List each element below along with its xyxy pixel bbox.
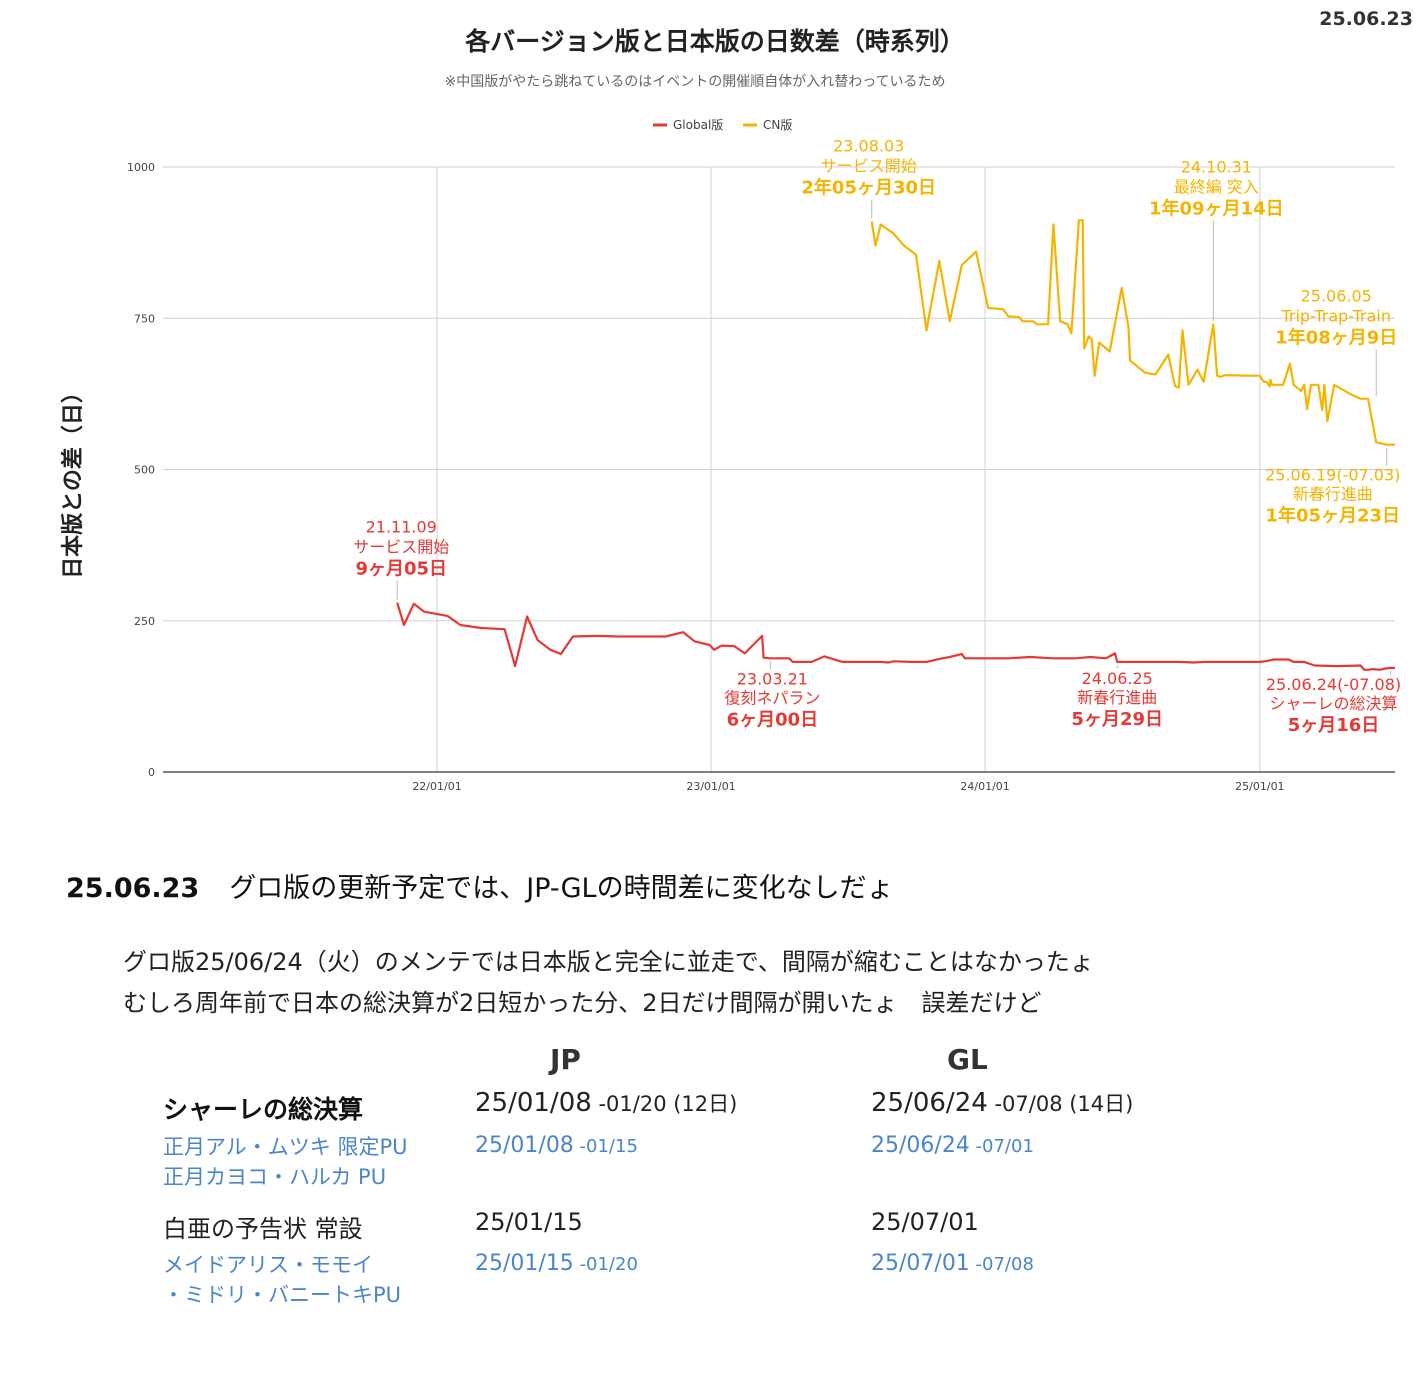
x-tick-label: 24/01/01 (960, 780, 1009, 793)
label-line: ・ミドリ・バニートキPU (163, 1280, 401, 1310)
gl-start-date: 25/07/01 (871, 1251, 970, 1276)
annotation-event: 復刻ネパラン (724, 688, 820, 707)
annotation-duration: 5ヶ月29日 (1071, 709, 1163, 730)
annotation-date: 25.06.05 (1301, 287, 1372, 306)
jp-end-date: -01/20 (574, 1254, 638, 1275)
gl-date: 25/06/24 -07/08 (14日) (871, 1088, 1133, 1118)
legend-label-global: Global版 (673, 118, 723, 132)
y-tick-label: 250 (134, 615, 155, 628)
note-body-line-2: むしろ周年前で日本の総決算が2日短かった分、2日だけ間隔が開いたょ 誤差だけど (123, 983, 1094, 1024)
schedule-row-label: シャーレの総決算 (163, 1090, 363, 1126)
annotation-event: サービス開始 (821, 156, 917, 175)
column-header-jp: JP (550, 1043, 581, 1076)
annotation-date: 24.10.31 (1181, 157, 1252, 176)
gl-end-date: -07/08 (970, 1254, 1034, 1275)
x-tick-label: 23/01/01 (686, 780, 735, 793)
gl-date: 25/06/24 -07/01 (871, 1133, 1034, 1158)
gl-date: 25/07/01 -07/08 (871, 1251, 1034, 1276)
label-line: 正月カヨコ・ハルカ PU (163, 1162, 408, 1192)
annotation-duration: 1年08ヶ月9日 (1275, 327, 1397, 349)
note-heading-text: グロ版の更新予定では、JP-GLの時間差に変化なしだょ (229, 873, 893, 904)
annotation-duration: 2年05ヶ月30日 (801, 176, 936, 198)
jp-date: 25/01/15 -01/20 (475, 1251, 638, 1276)
annotation-duration: 6ヶ月00日 (727, 709, 819, 730)
annotation-date: 24.06.25 (1082, 669, 1153, 688)
annotation-event: 新春行進曲 (1077, 688, 1157, 707)
note-date: 25.06.23 (66, 873, 199, 904)
gl-end-date: -07/01 (970, 1136, 1034, 1157)
annotation-date: 21.11.09 (366, 518, 437, 537)
y-tick-label: 500 (134, 464, 155, 477)
chart-title: 各バージョン版と日本版の日数差（時系列） (464, 27, 965, 56)
annotation-date: 25.06.24(-07.08) (1266, 675, 1401, 694)
series-layer (397, 220, 1395, 670)
annotation-date: 23.03.21 (737, 669, 808, 688)
note-body-line-1: グロ版25/06/24（火）のメンテでは日本版と完全に並走で、間隔が縮むことはな… (123, 942, 1094, 983)
annotation-event: 最終編 突入 (1174, 177, 1259, 196)
y-tick-label: 1000 (127, 161, 155, 174)
y-tick-label: 750 (134, 312, 155, 325)
y-tick-label: 0 (148, 766, 155, 779)
legend-label-cn: CN版 (763, 118, 792, 132)
gl-end-date: -07/08 (14日) (988, 1092, 1134, 1116)
schedule-row-label: 白亜の予告状 常設 (163, 1209, 363, 1244)
annotation-duration: 1年05ヶ月23日 (1265, 505, 1400, 527)
y-axis-label: 日本版との差（日） (60, 381, 86, 579)
label-line: 正月アル・ムツキ 限定PU (163, 1132, 408, 1162)
schedule-row-label: 正月アル・ムツキ 限定PU 正月カヨコ・ハルカ PU (163, 1132, 408, 1192)
jp-start-date: 25/01/15 (475, 1208, 583, 1236)
column-header-gl: GL (947, 1043, 988, 1076)
global-series-line (397, 603, 1395, 670)
annotation-event: 新春行進曲 (1293, 485, 1373, 504)
jp-end-date: -01/20 (12日) (592, 1092, 738, 1116)
label-line: メイドアリス・モモイ (163, 1250, 401, 1280)
x-tick-label: 22/01/01 (412, 780, 461, 793)
jp-end-date: -01/15 (574, 1136, 638, 1157)
line-chart: 各バージョン版と日本版の日数差（時系列） ※中国版がやたら跳ねているのはイベント… (0, 0, 1421, 820)
gl-start-date: 25/07/01 (871, 1208, 979, 1236)
schedule-row-label: メイドアリス・モモイ ・ミドリ・バニートキPU (163, 1250, 401, 1310)
annotation-event: サービス開始 (353, 538, 449, 557)
jp-start-date: 25/01/15 (475, 1251, 574, 1276)
legend: Global版 CN版 (653, 118, 792, 132)
gl-start-date: 25/06/24 (871, 1133, 970, 1158)
jp-date: 25/01/08 -01/15 (475, 1133, 638, 1158)
x-tick-label: 25/01/01 (1235, 780, 1284, 793)
annotation-date: 23.08.03 (833, 136, 904, 155)
update-note-body: グロ版25/06/24（火）のメンテでは日本版と完全に並走で、間隔が縮むことはな… (123, 942, 1094, 1024)
chart-subtitle: ※中国版がやたら跳ねているのはイベントの開催順自体が入れ替わっているため (444, 74, 945, 90)
annotation-duration: 9ヶ月05日 (355, 559, 447, 580)
annotation: 25.06.24(-07.08)シャーレの総決算 5ヶ月16日 (1266, 671, 1401, 736)
annotation-event: Trip-Trap-Train (1280, 307, 1391, 326)
jp-date: 25/01/08 -01/20 (12日) (475, 1088, 737, 1118)
jp-start-date: 25/01/08 (475, 1133, 574, 1158)
annotation-duration: 1年09ヶ月14日 (1149, 197, 1284, 219)
annotation-event: シャーレの総決算 (1269, 694, 1397, 713)
jp-start-date: 25/01/08 (475, 1088, 592, 1118)
gl-start-date: 25/06/24 (871, 1088, 988, 1118)
annotation-duration: 5ヶ月16日 (1288, 715, 1380, 736)
annotation-date: 25.06.19(-07.03) (1265, 466, 1400, 485)
update-note-heading: 25.06.23 グロ版の更新予定では、JP-GLの時間差に変化なしだょ (66, 866, 894, 905)
